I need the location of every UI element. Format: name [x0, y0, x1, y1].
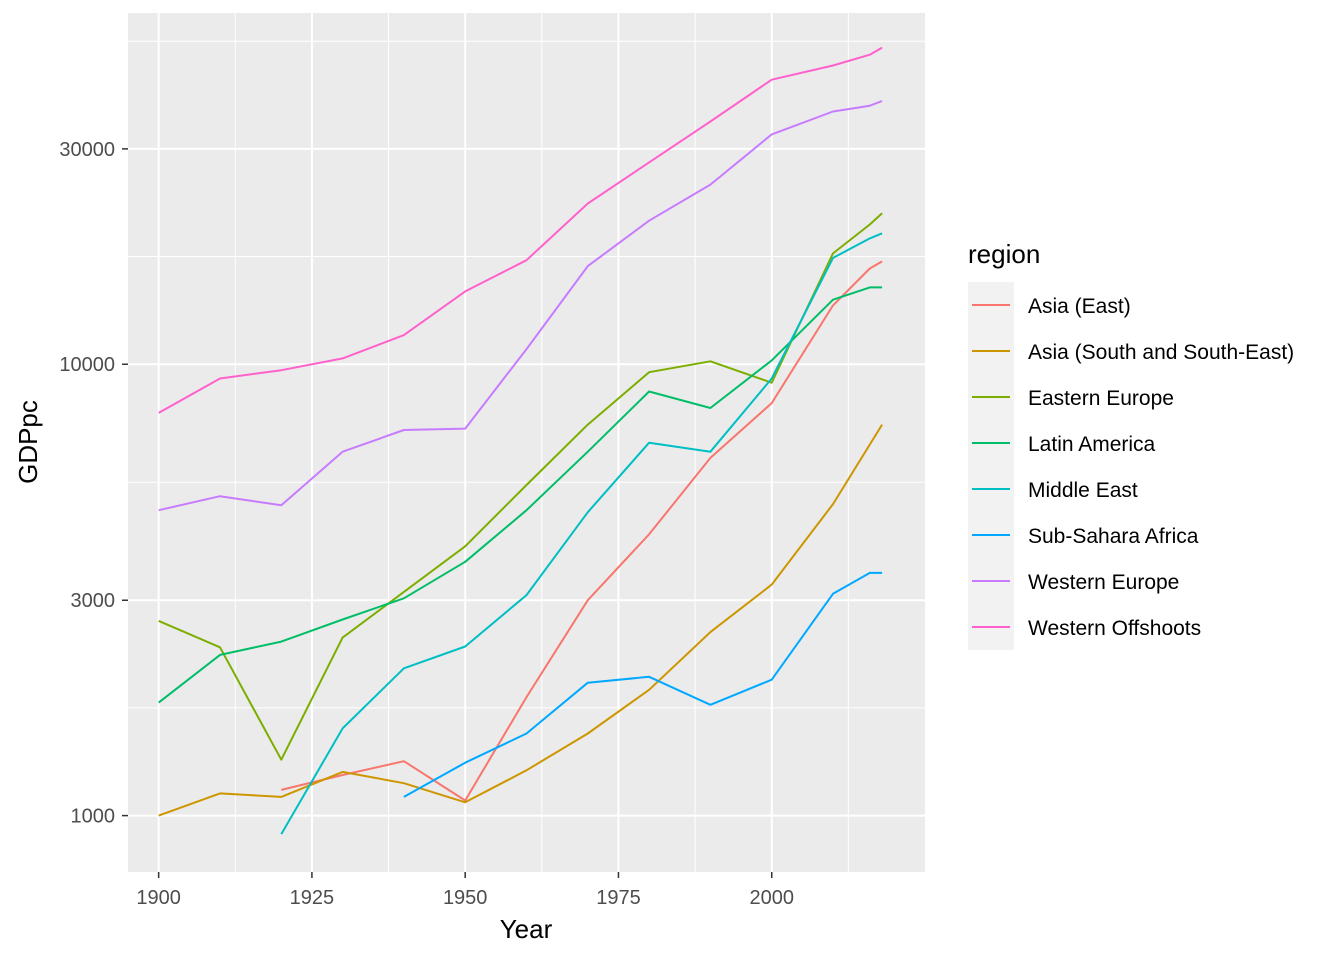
y-tick-label: 30000	[59, 139, 115, 161]
x-tick-label: 2000	[749, 887, 794, 909]
x-axis: 1900 1925 1950 1975 2000	[136, 872, 794, 909]
legend-label: Middle East	[1028, 479, 1138, 502]
legend-label: Latin America	[1028, 433, 1156, 456]
series-line	[158, 424, 883, 817]
legend-title: region	[968, 239, 1040, 269]
panel-background	[128, 13, 925, 872]
x-tick-label: 1975	[596, 887, 641, 909]
series-lines	[158, 46, 883, 835]
series-line	[403, 571, 883, 798]
legend-label: Sub-Sahara Africa	[1028, 525, 1199, 548]
x-tick-label: 1900	[136, 887, 181, 909]
major-gridlines	[128, 13, 925, 872]
series-line	[280, 232, 883, 835]
y-tick-label: 10000	[59, 354, 115, 376]
x-axis-title: Year	[500, 914, 553, 944]
legend-label: Western Offshoots	[1028, 617, 1201, 640]
series-line	[158, 212, 883, 761]
minor-gridlines	[128, 13, 925, 872]
legend-label: Eastern Europe	[1028, 387, 1174, 410]
y-tick-label: 3000	[71, 590, 116, 612]
legend-key-background	[968, 282, 1014, 650]
legend: region Asia (East) Asia (South and South-…	[968, 239, 1294, 650]
y-axis-title: GDPpc	[13, 400, 43, 484]
x-tick-label: 1925	[290, 887, 335, 909]
x-tick-label: 1950	[443, 887, 488, 909]
y-tick-label: 1000	[71, 806, 116, 828]
series-line	[158, 100, 883, 512]
series-line	[281, 260, 883, 802]
legend-label: Western Europe	[1028, 571, 1179, 594]
series-line	[158, 46, 883, 414]
series-line	[158, 286, 883, 704]
legend-label: Asia (South and South-East)	[1028, 341, 1294, 364]
y-axis: 1000 3000 10000 30000	[59, 139, 128, 828]
legend-label: Asia (East)	[1028, 295, 1131, 318]
